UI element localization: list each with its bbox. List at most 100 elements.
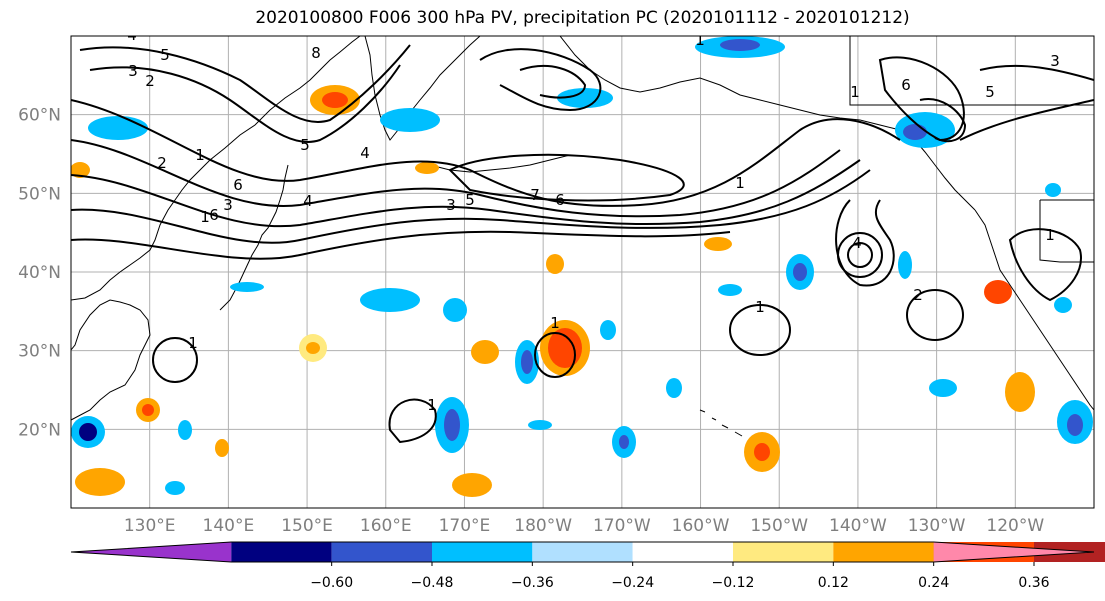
lon-tick-label: 140°E xyxy=(203,516,255,536)
precip-blob xyxy=(88,116,148,140)
contour-label: 4 xyxy=(360,144,370,162)
precip-blob xyxy=(360,288,420,312)
lon-tick-label: 130°E xyxy=(124,516,176,536)
contour-label: 5 xyxy=(160,46,170,64)
precip-blob xyxy=(528,420,552,430)
pv-contour xyxy=(729,304,791,356)
precip-blob xyxy=(142,404,154,416)
contour-label: 4 xyxy=(127,26,137,44)
pv-contour xyxy=(519,65,587,99)
lat-tick-label: 50°N xyxy=(18,184,61,204)
contour-label: 1 xyxy=(755,298,765,316)
pv-contour xyxy=(71,230,731,260)
contour-label: 5 xyxy=(300,136,310,154)
colorbar-tick-label: 0.36 xyxy=(1018,575,1049,591)
aleutians xyxy=(429,154,571,173)
precip-blob xyxy=(443,298,467,322)
colorbar-tick-label: −0.24 xyxy=(611,575,654,591)
colorbar-labels: −0.60−0.48−0.36−0.24−0.120.120.240.360.4… xyxy=(310,562,1050,591)
precip-blob xyxy=(380,108,440,132)
pv-contour xyxy=(835,199,895,287)
precip-blob xyxy=(793,263,807,281)
precip-blob xyxy=(165,481,185,495)
precip-blob xyxy=(521,350,533,374)
precip-blob xyxy=(79,423,97,441)
lat-tick-label: 60°N xyxy=(18,106,61,126)
precip-blob xyxy=(548,328,582,368)
coastline-korea-china xyxy=(71,299,151,421)
contour-label: 6 xyxy=(233,176,243,194)
contour-label: 6 xyxy=(209,206,219,224)
contour-label: 6 xyxy=(901,76,911,94)
map-title: 2020100800 F006 300 hPa PV, precipitatio… xyxy=(255,8,910,28)
hawaii xyxy=(699,409,743,437)
colorbar-tick-label: −0.12 xyxy=(712,575,755,591)
contour-label: 1 xyxy=(735,174,745,192)
contour-label: 3 xyxy=(1050,52,1060,70)
precip-blob xyxy=(444,409,460,441)
colorbar-tick-label: 0.12 xyxy=(818,575,849,591)
lon-tick-label: 130°W xyxy=(908,516,966,536)
precip-blob xyxy=(322,92,348,108)
pv-contour xyxy=(388,398,437,444)
precip-blob xyxy=(1054,297,1072,313)
precip-blob xyxy=(666,378,682,398)
precip-blob xyxy=(452,473,492,497)
contour-label: 1 xyxy=(188,334,198,352)
pv-contour xyxy=(1008,228,1082,302)
precip-blob xyxy=(75,468,125,496)
contour-label: 7 xyxy=(530,186,540,204)
precip-blob xyxy=(1067,414,1083,436)
colorbar-bin xyxy=(833,542,934,562)
pv-contour xyxy=(79,44,411,123)
contour-label: 3 xyxy=(223,196,233,214)
lon-tick-label: 140°W xyxy=(829,516,887,536)
lat-tick-label: 20°N xyxy=(18,420,61,440)
colorbar-tick-label: −0.48 xyxy=(411,575,454,591)
precip-blob xyxy=(178,420,192,440)
contour-label: 4 xyxy=(852,234,862,252)
precip-blob xyxy=(720,39,760,51)
coastline-japan xyxy=(219,164,289,311)
precip-blob xyxy=(1005,372,1035,412)
pv-contour xyxy=(71,159,861,228)
contour-label: 4 xyxy=(303,192,313,210)
coastline-north-america xyxy=(974,209,1094,411)
colorbar-bin xyxy=(532,542,633,562)
colorbar-extension-low xyxy=(71,542,232,562)
contour-label: 1 xyxy=(195,146,205,164)
precip-blob xyxy=(71,162,90,178)
lon-tick-label: 180°W xyxy=(514,516,572,536)
contour-label: 8 xyxy=(311,44,321,62)
contour-label: 1 xyxy=(200,208,210,226)
precip-blob xyxy=(471,340,499,364)
coastline-alaska xyxy=(559,36,976,211)
pv-contour xyxy=(71,139,841,218)
latitude-labels: 60°N 50°N 40°N 30°N 20°N xyxy=(18,106,61,441)
colorbar-bin xyxy=(231,542,332,562)
precip-blob xyxy=(984,280,1012,304)
pv-contour xyxy=(878,56,965,142)
colorbar-tick-label: 0.24 xyxy=(918,575,949,591)
colorbar xyxy=(70,541,1105,563)
pv-contour xyxy=(534,332,576,378)
pv-contours xyxy=(71,44,1094,444)
colorbar-outline xyxy=(70,541,1095,563)
pv-contour xyxy=(919,98,967,143)
precip-blob xyxy=(215,439,229,457)
precip-shading xyxy=(71,36,1093,497)
coastlines xyxy=(71,36,1094,437)
precip-blob xyxy=(230,282,264,292)
precip-blob xyxy=(704,237,732,251)
map-frame xyxy=(70,35,1095,509)
precip-blob xyxy=(546,254,564,274)
lon-tick-label: 160°E xyxy=(360,516,412,536)
pv-contour xyxy=(479,48,602,112)
contour-label: 3 xyxy=(446,196,456,214)
precip-blob xyxy=(718,284,742,296)
contour-label: 2 xyxy=(913,286,923,304)
pv-contour xyxy=(837,232,883,278)
colorbar-extension-high xyxy=(933,542,1094,562)
